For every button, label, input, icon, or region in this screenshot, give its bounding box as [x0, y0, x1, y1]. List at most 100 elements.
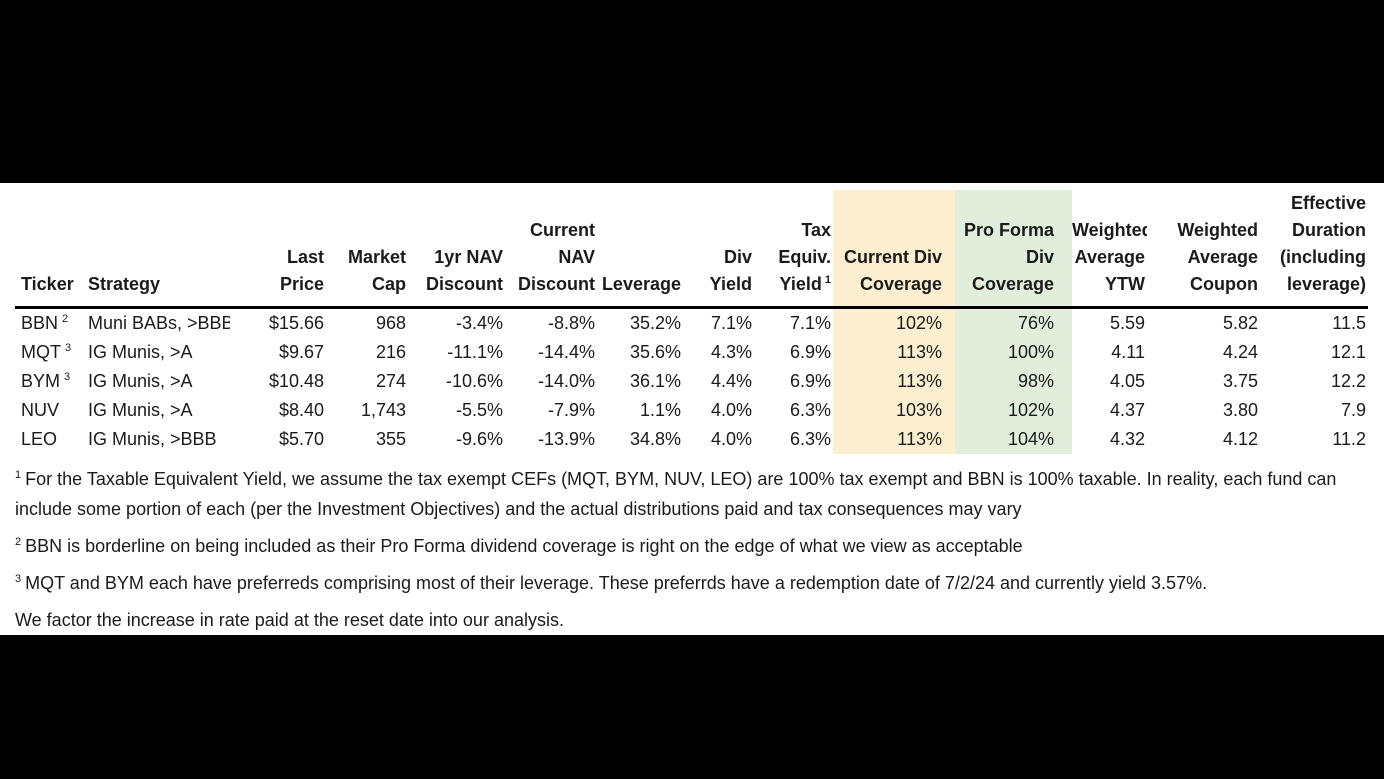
cell-last-price: $15.66: [268, 313, 324, 333]
cell-div-yield: 4.0%: [710, 400, 752, 420]
cell-last-price: $8.40: [278, 400, 324, 420]
cell-pro-forma-div-coverage: 102%: [955, 396, 1072, 425]
cell-1yr-nav-discount: -11.1%: [447, 342, 503, 362]
cell-tax-equiv-yield: 7.1%: [789, 313, 831, 333]
cell-leverage: 35.6%: [629, 342, 681, 362]
cell-pro-forma-div-coverage: 76%: [955, 307, 1072, 338]
footnote-2: 2 BBN is borderline on being included as …: [15, 531, 1369, 561]
footnote-ref-2: 2: [62, 313, 69, 325]
col-header-leverage: Leverage: [597, 190, 683, 309]
cell-strategy: IG Munis, >A: [88, 342, 193, 362]
cell-last-price: $9.67: [278, 342, 324, 362]
footnote-ref-3: 3: [64, 371, 71, 383]
cell-1yr-nav-discount: -9.6%: [455, 429, 503, 449]
cell-tax-equiv-yield: 6.9%: [789, 342, 831, 362]
table-body: BBN 2 Muni BABs, >BBB $15.66 968 -3.4% -8…: [15, 307, 1368, 454]
cell-leverage: 36.1%: [629, 371, 681, 391]
cell-weighted-average-coupon: 5.82: [1222, 313, 1258, 333]
col-header-ticker: Ticker: [15, 190, 82, 309]
cell-effective-duration: 11.5: [1332, 313, 1366, 333]
cell-current-nav-discount: -14.4%: [537, 342, 595, 362]
footnote-ref-1: 1: [824, 274, 831, 286]
cell-leverage: 1.1%: [639, 400, 681, 420]
cell-leverage: 34.8%: [629, 429, 681, 449]
cell-pro-forma-div-coverage: 100%: [955, 338, 1072, 367]
table-row-bym: BYM 3 IG Munis, >A $10.48 274 -10.6% -14.…: [15, 367, 1368, 396]
col-header-weighted-average-ytw: Weighted Average YTW: [1072, 190, 1147, 309]
cell-strategy: Muni BABs, >BBB: [88, 313, 230, 333]
cell-div-yield: 4.4%: [710, 371, 752, 391]
col-header-div-yield: Div Yield: [683, 190, 754, 309]
footnote-3-continued-text: We factor the increase in rate paid at t…: [15, 610, 564, 630]
table-row-bbn: BBN 2 Muni BABs, >BBB $15.66 968 -3.4% -8…: [15, 307, 1368, 338]
cell-current-nav-discount: -7.9%: [547, 400, 595, 420]
cell-weighted-average-ytw: 4.37: [1109, 400, 1145, 420]
cell-tax-equiv-yield: 6.3%: [789, 400, 831, 420]
cell-current-nav-discount: -8.8%: [547, 313, 595, 333]
cell-weighted-average-ytw: 5.59: [1109, 313, 1145, 333]
cell-current-div-coverage: 113%: [833, 425, 955, 454]
cell-current-nav-discount: -14.0%: [537, 371, 595, 391]
cell-tax-equiv-yield: 6.3%: [789, 429, 831, 449]
footnote-3: 3 MQT and BYM each have preferreds compri…: [15, 568, 1369, 598]
cell-div-yield: 7.1%: [710, 313, 752, 333]
col-header-1yr-nav-discount: 1yr NAV Discount: [408, 190, 505, 309]
cell-effective-duration: 12.1: [1330, 342, 1366, 362]
col-header-weighted-average-coupon: Weighted Average Coupon: [1147, 190, 1260, 309]
cell-ticker: BBN 2: [21, 313, 69, 333]
cell-weighted-average-coupon: 3.75: [1222, 371, 1258, 391]
col-header-market-cap: Market Cap: [326, 190, 408, 309]
table-header: Ticker Strategy Last Price Market Cap 1y: [15, 190, 1368, 309]
footnote-2-marker: 2: [15, 536, 22, 548]
cell-market-cap: 216: [375, 342, 406, 362]
cell-ticker: LEO: [21, 429, 58, 449]
col-header-current-nav-discount: Current NAV Discount: [505, 190, 597, 309]
table-panel: Ticker Strategy Last Price Market Cap 1y: [0, 183, 1384, 635]
footnote-1-marker: 1: [15, 469, 22, 481]
cell-market-cap: 1,743: [360, 400, 406, 420]
col-header-current-div-coverage: Current Div Coverage: [833, 190, 955, 309]
cell-market-cap: 968: [375, 313, 406, 333]
cell-ticker: NUV: [21, 400, 60, 420]
cell-current-nav-discount: -13.9%: [537, 429, 595, 449]
footnote-3-text: MQT and BYM each have preferreds compris…: [25, 573, 1208, 593]
cell-tax-equiv-yield: 6.9%: [789, 371, 831, 391]
cell-market-cap: 274: [375, 371, 406, 391]
cell-div-yield: 4.3%: [710, 342, 752, 362]
cell-weighted-average-coupon: 4.12: [1222, 429, 1258, 449]
cell-1yr-nav-discount: -3.4%: [455, 313, 503, 333]
cell-strategy: IG Munis, >A: [88, 400, 193, 420]
table-row-mqt: MQT 3 IG Munis, >A $9.67 216 -11.1% -14.4…: [15, 338, 1368, 367]
col-header-strategy: Strategy: [82, 190, 230, 309]
footnote-2-text: BBN is borderline on being included as t…: [25, 536, 1023, 556]
cell-strategy: IG Munis, >A: [88, 371, 193, 391]
cell-leverage: 35.2%: [629, 313, 681, 333]
cell-current-div-coverage: 113%: [833, 367, 955, 396]
cell-pro-forma-div-coverage: 104%: [955, 425, 1072, 454]
cell-pro-forma-div-coverage: 98%: [955, 367, 1072, 396]
cell-effective-duration: 12.2: [1330, 371, 1366, 391]
col-header-effective-duration: Effective Duration (including leverage): [1260, 190, 1368, 309]
cell-effective-duration: 7.9: [1340, 400, 1366, 420]
cell-current-div-coverage: 102%: [833, 307, 955, 338]
header-row: Ticker Strategy Last Price Market Cap 1y: [15, 190, 1368, 309]
col-header-tax-equiv-yield: Tax Equiv. Yield 1: [754, 190, 833, 309]
cell-ticker: BYM 3: [21, 371, 71, 391]
footnote-3-continued: We factor the increase in rate paid at t…: [15, 605, 1369, 635]
cef-comparison-table: Ticker Strategy Last Price Market Cap 1y: [15, 190, 1368, 454]
col-header-last-price: Last Price: [230, 190, 326, 309]
cell-1yr-nav-discount: -5.5%: [455, 400, 503, 420]
cell-ticker: MQT 3: [21, 342, 72, 362]
cell-weighted-average-ytw: 4.11: [1111, 342, 1145, 362]
footnote-1-text: For the Taxable Equivalent Yield, we ass…: [15, 469, 1337, 519]
footnote-3-marker: 3: [15, 573, 22, 585]
cell-weighted-average-coupon: 3.80: [1222, 400, 1258, 420]
table-row-nuv: NUV IG Munis, >A $8.40 1,743 -5.5% -7.9%…: [15, 396, 1368, 425]
cell-last-price: $10.48: [268, 371, 324, 391]
cell-strategy: IG Munis, >BBB: [88, 429, 217, 449]
cell-effective-duration: 11.2: [1332, 429, 1366, 449]
cell-current-div-coverage: 103%: [833, 396, 955, 425]
footnote-1: 1 For the Taxable Equivalent Yield, we as…: [15, 464, 1369, 524]
cell-div-yield: 4.0%: [710, 429, 752, 449]
